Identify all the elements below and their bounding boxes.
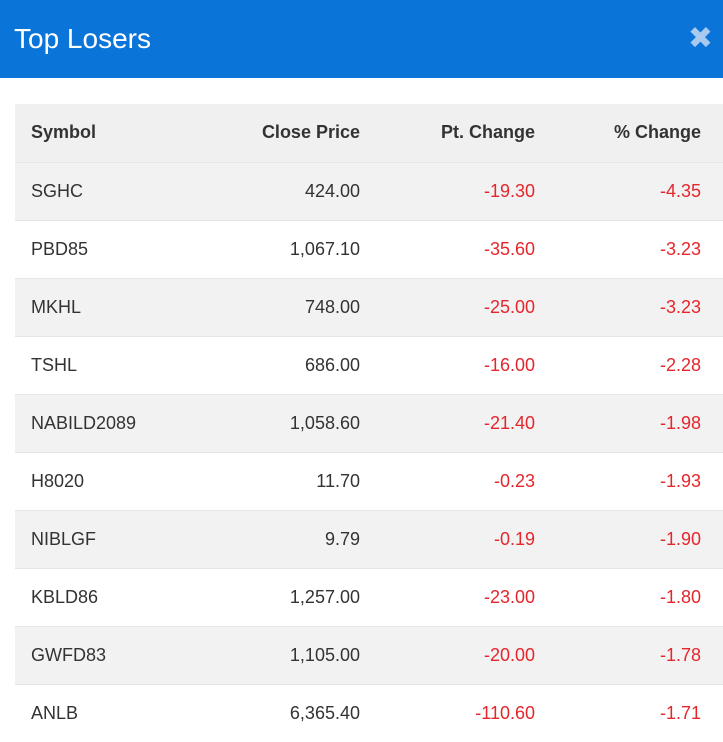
column-header-symbol[interactable]: Symbol (31, 122, 97, 143)
close-price-cell: 1,067.10 (190, 219, 360, 278)
close-price-cell: 11.70 (190, 451, 360, 510)
pt-change-cell: -16.00 (360, 335, 535, 394)
table-row[interactable]: NABILD2089 1,058.60 -21.40 -1.98 (15, 393, 723, 452)
symbol-cell: KBLD86 (15, 567, 190, 626)
pct-change-cell: -1.71 (535, 683, 723, 742)
table-row[interactable]: TSHL 686.00 -16.00 -2.28 (15, 335, 723, 394)
losers-table-container: Symbol Close Price Pt. Change % Change S… (15, 104, 723, 742)
table-row[interactable]: MKHL 748.00 -25.00 -3.23 (15, 277, 723, 336)
pt-change-cell: -110.60 (360, 683, 535, 742)
symbol-cell: PBD85 (15, 219, 190, 278)
column-header-pct-change[interactable]: % Change (613, 122, 701, 143)
pct-change-cell: -2.28 (535, 335, 723, 394)
table-header-row: Symbol Close Price Pt. Change % Change (15, 104, 723, 162)
symbol-cell: GWFD83 (15, 625, 190, 684)
pct-change-cell: -3.23 (535, 277, 723, 336)
close-price-cell: 1,257.00 (190, 567, 360, 626)
symbol-cell: NIBLGF (15, 509, 190, 568)
pct-change-cell: -4.35 (535, 161, 723, 220)
modal-title: Top Losers (14, 23, 151, 54)
close-price-cell: 686.00 (190, 335, 360, 394)
pct-change-cell: -1.78 (535, 625, 723, 684)
pt-change-cell: -0.23 (360, 451, 535, 510)
close-icon[interactable]: ✖ (687, 22, 713, 55)
pt-change-cell: -23.00 (360, 567, 535, 626)
table-row[interactable]: H8020 11.70 -0.23 -1.93 (15, 451, 723, 510)
symbol-cell: H8020 (15, 451, 190, 510)
column-header-pt-change[interactable]: Pt. Change (440, 122, 535, 143)
close-price-cell: 748.00 (190, 277, 360, 336)
table-row[interactable]: ANLB 6,365.40 -110.60 -1.71 (15, 683, 723, 742)
modal-header: Top Losers ✖ (0, 0, 723, 78)
close-price-cell: 1,058.60 (190, 393, 360, 452)
pct-change-cell: -1.98 (535, 393, 723, 452)
symbol-cell: TSHL (15, 335, 190, 394)
pct-change-cell: -3.23 (535, 219, 723, 278)
symbol-cell: NABILD2089 (15, 393, 190, 452)
losers-table: Symbol Close Price Pt. Change % Change S… (15, 104, 723, 742)
table-row[interactable]: NIBLGF 9.79 -0.19 -1.90 (15, 509, 723, 568)
close-price-cell: 9.79 (190, 509, 360, 568)
close-price-cell: 424.00 (190, 161, 360, 220)
pct-change-cell: -1.80 (535, 567, 723, 626)
table-row[interactable]: PBD85 1,067.10 -35.60 -3.23 (15, 219, 723, 278)
close-price-cell: 6,365.40 (190, 683, 360, 742)
pct-change-cell: -1.90 (535, 509, 723, 568)
symbol-cell: ANLB (15, 683, 190, 742)
pt-change-cell: -0.19 (360, 509, 535, 568)
symbol-cell: MKHL (15, 277, 190, 336)
pct-change-cell: -1.93 (535, 451, 723, 510)
pt-change-cell: -20.00 (360, 625, 535, 684)
pt-change-cell: -21.40 (360, 393, 535, 452)
close-price-cell: 1,105.00 (190, 625, 360, 684)
symbol-cell: SGHC (15, 161, 190, 220)
table-row[interactable]: SGHC 424.00 -19.30 -4.35 (15, 161, 723, 220)
pt-change-cell: -35.60 (360, 219, 535, 278)
table-row[interactable]: GWFD83 1,105.00 -20.00 -1.78 (15, 625, 723, 684)
column-header-close-price[interactable]: Close Price (261, 122, 360, 143)
table-row[interactable]: KBLD86 1,257.00 -23.00 -1.80 (15, 567, 723, 626)
pt-change-cell: -19.30 (360, 161, 535, 220)
pt-change-cell: -25.00 (360, 277, 535, 336)
